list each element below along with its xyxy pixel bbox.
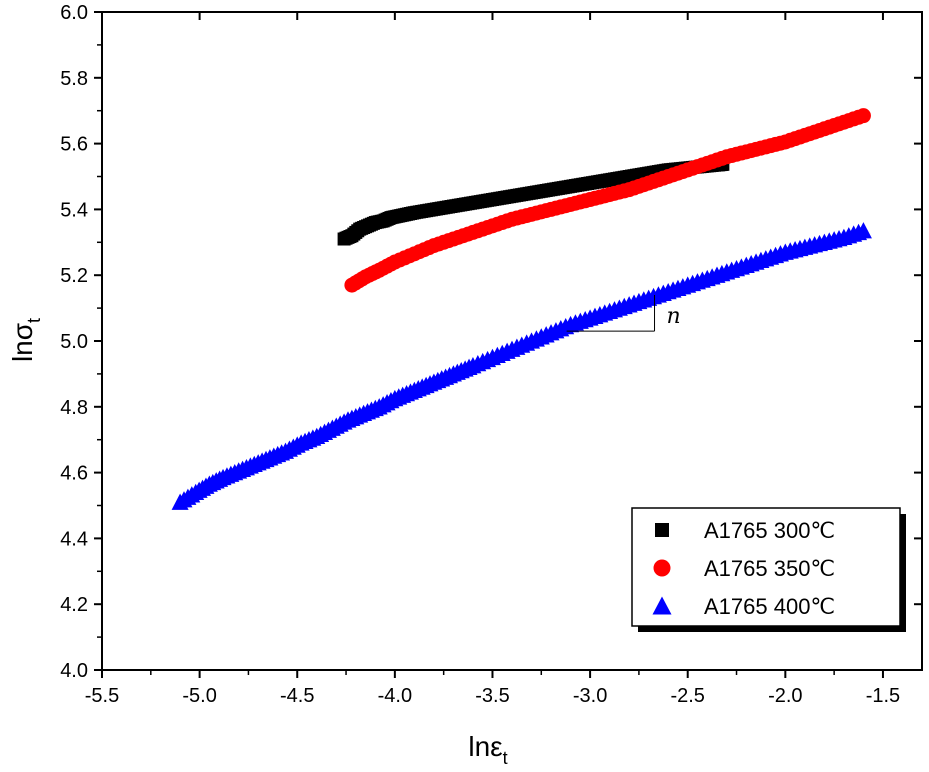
data-marks [171, 108, 872, 510]
series-3 [171, 222, 872, 510]
legend-label: A1765 400℃ [704, 594, 835, 619]
x-tick-label: -4.0 [378, 685, 412, 707]
x-tick-label: -2.0 [768, 685, 802, 707]
y-tick-label: 4.0 [60, 660, 88, 682]
y-tick-label: 4.4 [60, 528, 88, 550]
y-tick-label: 5.4 [60, 199, 88, 221]
y-tick-label: 4.8 [60, 397, 88, 419]
y-tick-label: 5.6 [60, 134, 88, 156]
y-axis: 4.0 4.2 4.4 4.6 4.8 5.0 5.2 5.4 5.6 5.8 6.0 [60, 2, 922, 682]
legend-label: A1765 300℃ [704, 518, 835, 543]
y-tick-label: 5.2 [60, 265, 88, 287]
x-axis-title: lnεt [468, 731, 507, 768]
y-tick-label: 4.6 [60, 463, 88, 485]
x-tick-label: -5.0 [182, 685, 216, 707]
x-tick-label: -3.0 [573, 685, 607, 707]
y-axis-title: lnσt [7, 318, 44, 362]
slope-annotation: n [566, 294, 681, 332]
x-tick-label: -2.5 [670, 685, 704, 707]
series-1 [337, 157, 730, 246]
data-point [855, 108, 871, 124]
y-tick-label: 5.0 [60, 331, 88, 353]
x-tick-label: -4.5 [280, 685, 314, 707]
x-axis: -5.5 -5.0 -4.5 -4.0 -3.5 -3.0 -2.5 -2.0 -1.5 [85, 12, 900, 707]
series-2 [344, 108, 871, 293]
legend-marker [655, 523, 669, 537]
y-tick-label: 5.8 [60, 68, 88, 90]
x-tick-label: -1.5 [866, 685, 900, 707]
y-tick-label: 6.0 [60, 2, 88, 24]
legend-label: A1765 350℃ [704, 556, 835, 581]
legend-box [631, 507, 901, 627]
legend: A1765 300℃ A1765 350℃ A1765 400℃ [631, 507, 906, 632]
x-tick-label: -5.5 [85, 685, 119, 707]
data-point [854, 222, 872, 239]
legend-marker [653, 559, 671, 577]
legend-marker [652, 596, 672, 615]
y-tick-label: 4.2 [60, 594, 88, 616]
slope-label: n [667, 304, 681, 329]
x-tick-label: -3.5 [475, 685, 509, 707]
